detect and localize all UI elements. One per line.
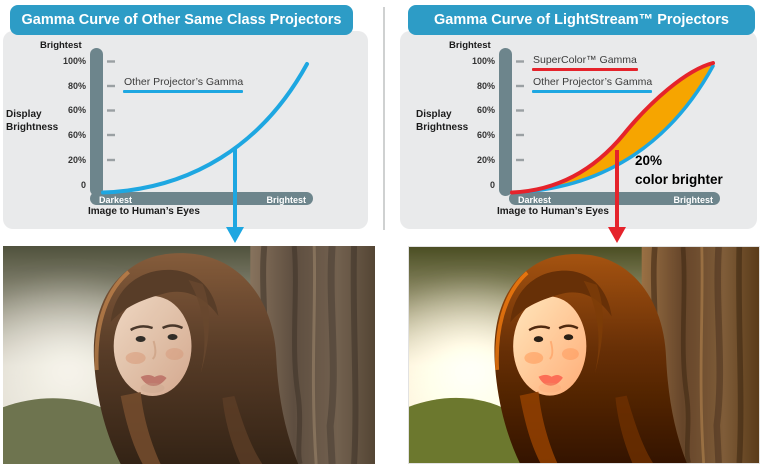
left-ytick-80: 80% bbox=[67, 80, 86, 91]
right-x-axis-caption: Image to Human’s Eyes bbox=[497, 206, 609, 217]
panel-other-projectors: Gamma Curve of Other Same Class Projecto… bbox=[0, 0, 380, 469]
left-ytick-60b: 60% bbox=[67, 129, 86, 140]
right-ytick-100: 100% bbox=[471, 56, 495, 66]
right-ytick-20: 20% bbox=[476, 154, 495, 165]
right-legend-underline-red bbox=[532, 68, 638, 71]
right-ytick-80: 80% bbox=[476, 80, 495, 91]
right-legend-underline-cyan bbox=[532, 90, 652, 93]
portrait-image-vivid bbox=[409, 247, 759, 463]
left-x-axis-caption: Image to Human’s Eyes bbox=[88, 206, 200, 217]
right-ytick-0: 0 bbox=[489, 179, 495, 190]
left-ytick-20: 20% bbox=[67, 154, 86, 165]
right-y-top-label: Brightest bbox=[449, 40, 491, 51]
left-ytick-60a: 60% bbox=[67, 105, 86, 115]
left-legend-other-gamma: Other Projector’s Gamma bbox=[124, 76, 244, 88]
right-ytick-60a: 60% bbox=[476, 105, 495, 115]
panel-lightstream-projectors: Gamma Curve of LightStream™ Projectors B… bbox=[382, 0, 762, 469]
right-panel-title: Gamma Curve of LightStream™ Projectors bbox=[408, 5, 755, 35]
left-ytick-100: 100% bbox=[62, 56, 86, 66]
left-ytick-0: 0 bbox=[80, 179, 86, 190]
panel-divider bbox=[383, 7, 385, 230]
left-y-axis-label: Display Brightness bbox=[6, 109, 59, 133]
right-legend-other-gamma: Other Projector’s Gamma bbox=[533, 76, 653, 88]
right-annotation-20pct-brighter: 20% color brighter bbox=[635, 153, 723, 187]
left-x-brightest-label: Brightest bbox=[266, 194, 306, 205]
left-x-darkest-label: Darkest bbox=[99, 194, 133, 205]
right-x-darkest-label: Darkest bbox=[518, 194, 552, 205]
right-ytick-60b: 60% bbox=[476, 129, 495, 140]
photo-lightstream-projection bbox=[408, 246, 760, 464]
right-x-brightest-label: Brightest bbox=[673, 194, 713, 205]
left-panel-title: Gamma Curve of Other Same Class Projecto… bbox=[10, 5, 353, 35]
portrait-image-dull bbox=[3, 246, 375, 464]
right-y-axis-label: Display Brightness bbox=[416, 109, 469, 133]
right-legend-supercolor-gamma: SuperColor™ Gamma bbox=[533, 54, 637, 66]
left-y-top-label: Brightest bbox=[40, 40, 82, 51]
left-legend-underline-cyan bbox=[123, 90, 243, 93]
photo-standard-projection bbox=[3, 246, 375, 464]
